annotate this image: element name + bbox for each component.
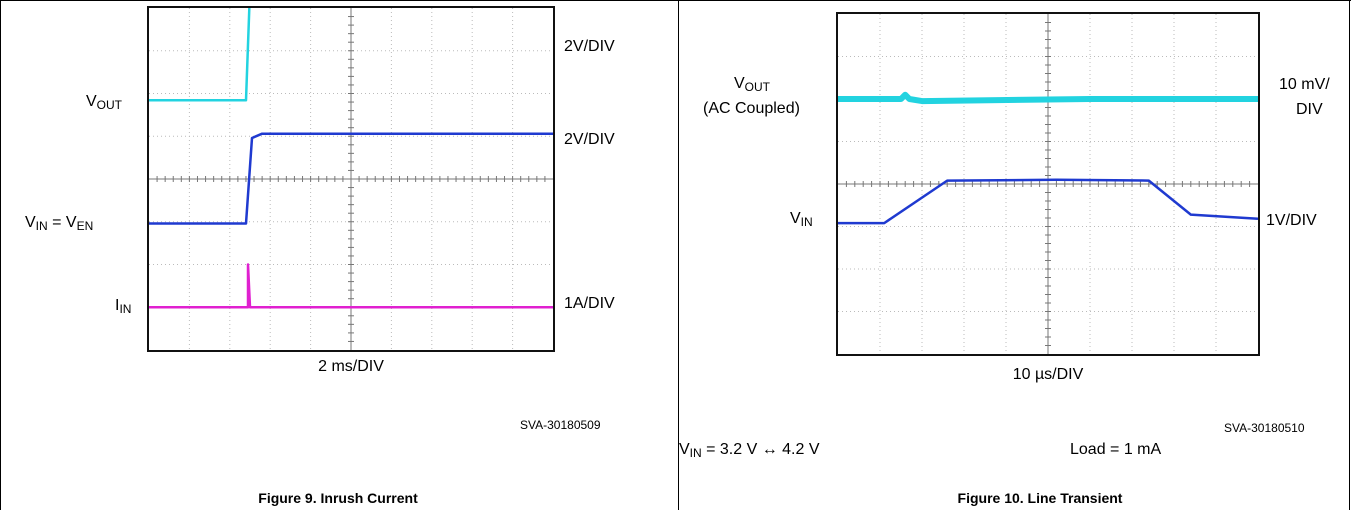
fig9-iin-main: I: [115, 297, 120, 314]
fig9-timebase: 2 ms/DIV: [318, 358, 384, 375]
fig10-plot: [838, 14, 1258, 354]
fig9-caption: Figure 9. Inrush Current: [258, 490, 418, 506]
fig10-scale-vout-line2: DIV: [1296, 101, 1323, 118]
fig10-vin-sub: IN: [800, 215, 813, 229]
fig10-vin-main: V: [790, 210, 801, 227]
fig9-iin-label: IIN: [115, 297, 131, 315]
frame-left-rule: [0, 0, 1, 510]
fig10-scope-screen: [836, 12, 1260, 356]
fig10-load: Load = 1 mA: [1070, 441, 1162, 458]
fig10-scale-vin: 1V/DIV: [1266, 212, 1317, 229]
fig9-vout-label: VOUT: [86, 93, 122, 111]
fig9-trace-vin-ven: [149, 132, 553, 225]
fig10-condition-rest: = 3.2 V ↔ 4.2 V: [701, 441, 820, 458]
fig9-iin-sub: IN: [119, 302, 132, 316]
fig10-code: SVA-30180510: [1224, 421, 1305, 435]
fig10-vin-label: VIN: [790, 210, 813, 228]
fig10-timebase: 10 µs/DIV: [1012, 366, 1084, 383]
frame-right-rule: [1349, 0, 1350, 510]
fig10-condition: VIN = 3.2 V ↔ 4.2 V: [679, 441, 820, 459]
fig9-vin-label: VIN = VEN: [25, 214, 93, 232]
frame-middle-rule: [678, 0, 679, 510]
fig9-scale-iin: 1A/DIV: [564, 295, 615, 312]
fig10-vout-note: (AC Coupled): [703, 100, 800, 117]
fig9-ven-main: = V: [47, 214, 77, 231]
frame-top-rule: [0, 0, 1351, 1]
fig10-vout-sub: OUT: [744, 80, 771, 94]
fig9-scope-screen: [147, 6, 555, 352]
fig9-trace-iin: [149, 263, 553, 309]
fig9-ven-sub: EN: [76, 219, 94, 233]
fig10-vout-main: V: [734, 75, 745, 92]
fig10-trace-vin: [838, 178, 1258, 225]
fig9-scale-vout: 2V/DIV: [564, 38, 615, 55]
fig10-scale-vout-line1: 10 mV/: [1279, 76, 1330, 93]
fig10-graticule: [838, 14, 1258, 354]
fig10-vout-label: VOUT: [734, 75, 770, 93]
fig10-condition-sub: IN: [689, 446, 702, 460]
fig9-vout-sub: OUT: [96, 98, 123, 112]
fig10-trace-vout-ac-coupled: [838, 91, 1258, 105]
fig9-plot: [149, 8, 553, 350]
fig9-vout-main: V: [86, 93, 97, 110]
fig10-condition-main: V: [679, 441, 690, 458]
fig9-graticule: [149, 8, 553, 350]
fig9-code: SVA-30180509: [520, 418, 601, 432]
fig9-vin-main: V: [25, 214, 36, 231]
fig9-trace-vout: [149, 8, 251, 102]
fig9-vin-sub: IN: [35, 219, 48, 233]
fig9-scale-vin: 2V/DIV: [564, 131, 615, 148]
fig10-caption: Figure 10. Line Transient: [957, 490, 1123, 506]
